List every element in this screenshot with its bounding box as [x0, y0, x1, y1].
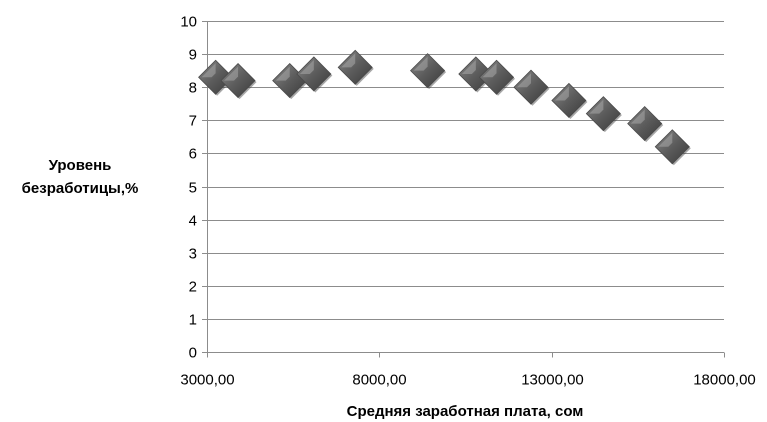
data-point-highlight [516, 73, 531, 88]
y-tick-label-3: 3 [189, 246, 197, 263]
gridlines [207, 21, 724, 320]
data-point-marker [220, 63, 256, 99]
y-axis-title-line-2: безработицы,% [22, 180, 139, 197]
data-point [585, 96, 622, 133]
x-tick-label-18000: 18000,00 [693, 372, 756, 389]
data-point [627, 106, 664, 143]
data-point-marker [585, 96, 621, 132]
y-tick-labels: 0 1 2 3 4 5 6 7 8 9 10 [180, 14, 197, 362]
data-point [296, 56, 333, 93]
data-point-marker [410, 53, 446, 89]
data-point [551, 82, 588, 119]
x-tick-label-13000: 13000,00 [521, 372, 584, 389]
y-tick-label-9: 9 [189, 47, 197, 64]
data-point-highlight [341, 53, 356, 68]
data-point-highlight [201, 63, 216, 78]
y-axis-title-line-1: Уровень [49, 157, 112, 174]
data-point-marker [198, 59, 234, 95]
y-tick-label-5: 5 [189, 180, 197, 197]
data-point-highlight [275, 66, 290, 81]
data-point-highlight [482, 63, 497, 78]
data-point [198, 59, 235, 96]
data-point-highlight [589, 99, 604, 114]
data-point [654, 129, 691, 166]
data-point-highlight [299, 59, 314, 74]
y-tick-label-4: 4 [189, 213, 197, 230]
data-point-marker [478, 59, 515, 95]
data-point-highlight [461, 59, 476, 74]
data-point-highlight [413, 56, 428, 71]
data-point-marker [513, 69, 549, 105]
data-point-marker [654, 129, 690, 165]
y-tick-label-0: 0 [189, 345, 197, 362]
data-point-marker [337, 49, 373, 85]
x-tick-label-8000: 8000,00 [352, 372, 406, 389]
data-point [220, 63, 257, 100]
data-point-highlight [630, 109, 645, 124]
data-point-highlight [224, 66, 239, 81]
x-tick-labels: 3000,00 8000,00 13000,00 18000,00 [180, 372, 755, 389]
data-point [337, 49, 374, 86]
data-point [513, 69, 550, 106]
data-point [478, 59, 516, 96]
data-point [410, 53, 447, 90]
data-point-highlight [554, 86, 569, 101]
data-point-marker [296, 56, 332, 92]
y-tick-label-7: 7 [189, 113, 197, 130]
data-point-marker [627, 106, 663, 142]
x-tick-label-3000: 3000,00 [180, 372, 234, 389]
data-points [198, 49, 691, 166]
x-axis-title: Средняя заработная плата, сом [347, 403, 584, 420]
data-point-marker [551, 82, 587, 119]
y-tick-label-1: 1 [189, 312, 197, 329]
y-tick-label-10: 10 [180, 14, 197, 31]
y-tick-label-6: 6 [189, 146, 197, 163]
data-point-highlight [658, 132, 673, 147]
y-tick-label-8: 8 [189, 80, 197, 97]
y-tick-label-2: 2 [189, 279, 197, 296]
